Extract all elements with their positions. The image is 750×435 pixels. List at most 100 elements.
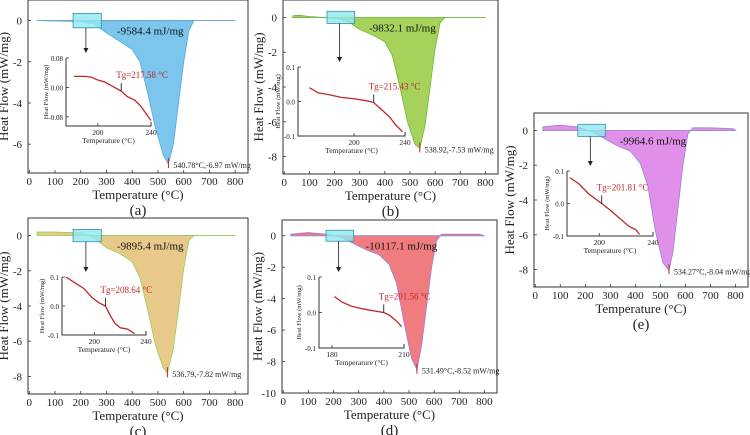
x-axis-title: Temperature (°C) bbox=[92, 187, 183, 202]
x-tick-label: 0 bbox=[27, 176, 33, 188]
x-tick-label: 100 bbox=[47, 176, 64, 188]
x-axis-title: Temperature (°C) bbox=[92, 408, 183, 423]
x-tick-label: 0 bbox=[282, 177, 288, 189]
panel-label: (e) bbox=[633, 317, 650, 333]
inset-x-axis-title: Temperature (°C) bbox=[78, 345, 131, 354]
y-tick-label: -2 bbox=[13, 57, 22, 69]
x-tick-label: 500 bbox=[652, 290, 669, 302]
x-tick-label: 200 bbox=[577, 290, 594, 302]
inset-chart: 200 240 0.08 0.00 -0.08 Temperature (°C) Heat … bbox=[43, 55, 168, 145]
inset-x-tick-label: 200 bbox=[348, 138, 360, 147]
arrow-head-icon bbox=[337, 57, 343, 62]
x-tick-label: 500 bbox=[402, 177, 419, 189]
inset-y-tick-label: -0.1 bbox=[553, 233, 565, 241]
peak-label: 540.78°C,-6.97 mW/mg bbox=[173, 161, 250, 170]
inset-x-axis-title: Temperature (°C) bbox=[335, 358, 388, 367]
panel-label: (d) bbox=[381, 423, 399, 435]
inset-x-tick-label: 180 bbox=[326, 350, 338, 359]
y-tick-label: -6 bbox=[268, 117, 278, 129]
x-tick-label: 800 bbox=[476, 396, 493, 408]
inset-y-axis-title: Heat Flow (mW/mg) bbox=[43, 65, 50, 120]
x-tick-label: 500 bbox=[401, 396, 418, 408]
inset-x-tick-label: 200 bbox=[89, 337, 101, 346]
zoom-region-box bbox=[326, 10, 356, 24]
inset-y-tick-label: 0.0 bbox=[50, 303, 59, 311]
y-tick-label: -4 bbox=[13, 301, 23, 313]
inset-y-tick-label: -0.1 bbox=[48, 332, 60, 340]
y-tick-label: -6 bbox=[13, 139, 23, 151]
x-tick-label: 700 bbox=[452, 177, 469, 189]
inset-y-tick-label: -0.08 bbox=[48, 114, 63, 122]
y-axis-title: Heat Flow (mW/mg) bbox=[251, 32, 266, 141]
inset-x-axis-title: Temperature (°C) bbox=[584, 246, 637, 255]
zoom-region-box bbox=[577, 123, 606, 137]
arrow-head-icon bbox=[587, 161, 593, 166]
inset-x-tick-label: 200 bbox=[92, 128, 104, 137]
y-tick-label: 0 bbox=[271, 231, 277, 243]
y-axis-title: Heat Flow (mW/mg) bbox=[502, 145, 517, 254]
inset-axes bbox=[566, 171, 654, 237]
x-tick-label: 300 bbox=[351, 177, 368, 189]
x-tick-label: 300 bbox=[602, 290, 619, 302]
y-tick-label: -4 bbox=[268, 82, 278, 94]
dsc-panel-b: 0 100 200 300 400 500 600 700 800 0 -2 -4 -6 -8 Temper… bbox=[251, 0, 499, 220]
x-tick-label: 300 bbox=[98, 176, 115, 188]
inset-chart: 200 240 0.1 0.0 -0.1 Temperature (°C) Heat Flo… bbox=[544, 168, 659, 255]
inset-curve bbox=[333, 296, 403, 328]
inset-chart: 180 210 0.1 0.0 -0.1 Temperature (°C) Heat Flo… bbox=[296, 274, 430, 367]
x-tick-label: 100 bbox=[552, 290, 569, 302]
inset-curve bbox=[309, 87, 403, 133]
x-tick-label: 400 bbox=[124, 397, 141, 409]
x-tick-label: 600 bbox=[427, 177, 444, 189]
dsc-panel-d: 0 100 200 300 400 500 600 700 800 0 -2 -4 -6 -8 -10 Tem… bbox=[250, 219, 499, 435]
y-tick-label: -2 bbox=[519, 160, 528, 172]
dsc-area bbox=[36, 231, 236, 375]
x-axis-title: Temperature (°C) bbox=[344, 407, 435, 422]
inset-y-tick-label: 0.08 bbox=[51, 55, 64, 63]
y-tick-label: -2 bbox=[13, 266, 22, 278]
y-tick-label: -8 bbox=[13, 371, 23, 383]
arrow-head-icon bbox=[336, 267, 342, 272]
y-tick-label: -8 bbox=[267, 357, 277, 369]
x-tick-label: 700 bbox=[451, 396, 468, 408]
inset-y-tick-label: -0.1 bbox=[284, 133, 296, 141]
panel-label: (a) bbox=[130, 203, 147, 219]
inset-chart: 200 240 0.1 0.0 -0.1 Temperature (°C) Heat Flo… bbox=[275, 64, 420, 155]
dsc-panel-a: 0 100 200 300 400 500 600 700 800 0 -2 -4 -6 Temperat… bbox=[0, 0, 251, 219]
inset-y-tick-label: 0.0 bbox=[307, 310, 316, 318]
arrow-head-icon bbox=[83, 48, 89, 53]
x-tick-label: 300 bbox=[98, 397, 115, 409]
x-tick-label: 400 bbox=[377, 177, 394, 189]
inset-axes bbox=[297, 67, 406, 137]
y-axis-title: Heat Flow (mW/mg) bbox=[250, 252, 265, 361]
tg-label: Tg=201.56 °C bbox=[379, 292, 431, 302]
inset-y-tick-label: 0.1 bbox=[307, 274, 316, 282]
inset-x-tick-label: 240 bbox=[140, 337, 152, 346]
x-tick-label: 600 bbox=[175, 176, 192, 188]
dsc-panel-c: 0 100 200 300 400 500 600 700 800 0 -2 -4 -6 -8 Temper… bbox=[0, 217, 249, 435]
inset-y-axis-title: Heat Flow (mW/mg) bbox=[296, 285, 303, 340]
inset-y-tick-label: 0.1 bbox=[286, 64, 295, 72]
x-tick-label: 200 bbox=[325, 396, 342, 408]
panel-label: (c) bbox=[130, 424, 147, 435]
arrow-head-icon bbox=[83, 267, 89, 272]
dsc-panel-e: 0 100 200 300 400 500 600 700 800 0 -2 -4 -6 -8 Temper… bbox=[502, 112, 750, 333]
x-tick-label: 700 bbox=[201, 176, 218, 188]
x-tick-label: 0 bbox=[533, 290, 539, 302]
tg-label: Tg=208.64 °C bbox=[100, 285, 152, 295]
x-tick-label: 800 bbox=[227, 397, 244, 409]
dsc-area bbox=[36, 20, 236, 166]
tg-label: Tg=201.81 °C bbox=[597, 183, 649, 193]
x-tick-label: 0 bbox=[27, 397, 33, 409]
enthalpy-label: -9895.4 mJ/mg bbox=[117, 241, 184, 253]
x-axis-title: Temperature (°C) bbox=[595, 301, 686, 316]
inset-x-axis-title: Temperature (°C) bbox=[82, 136, 135, 145]
tg-label: Tg=215.43 °C bbox=[369, 82, 421, 92]
x-tick-label: 200 bbox=[72, 397, 89, 409]
y-tick-label: -8 bbox=[268, 152, 278, 164]
enthalpy-label: -9832.1 mJ/mg bbox=[369, 22, 436, 34]
y-tick-label: -4 bbox=[267, 294, 277, 306]
inset-y-tick-label: 0.1 bbox=[50, 274, 59, 282]
x-tick-label: 800 bbox=[477, 177, 494, 189]
